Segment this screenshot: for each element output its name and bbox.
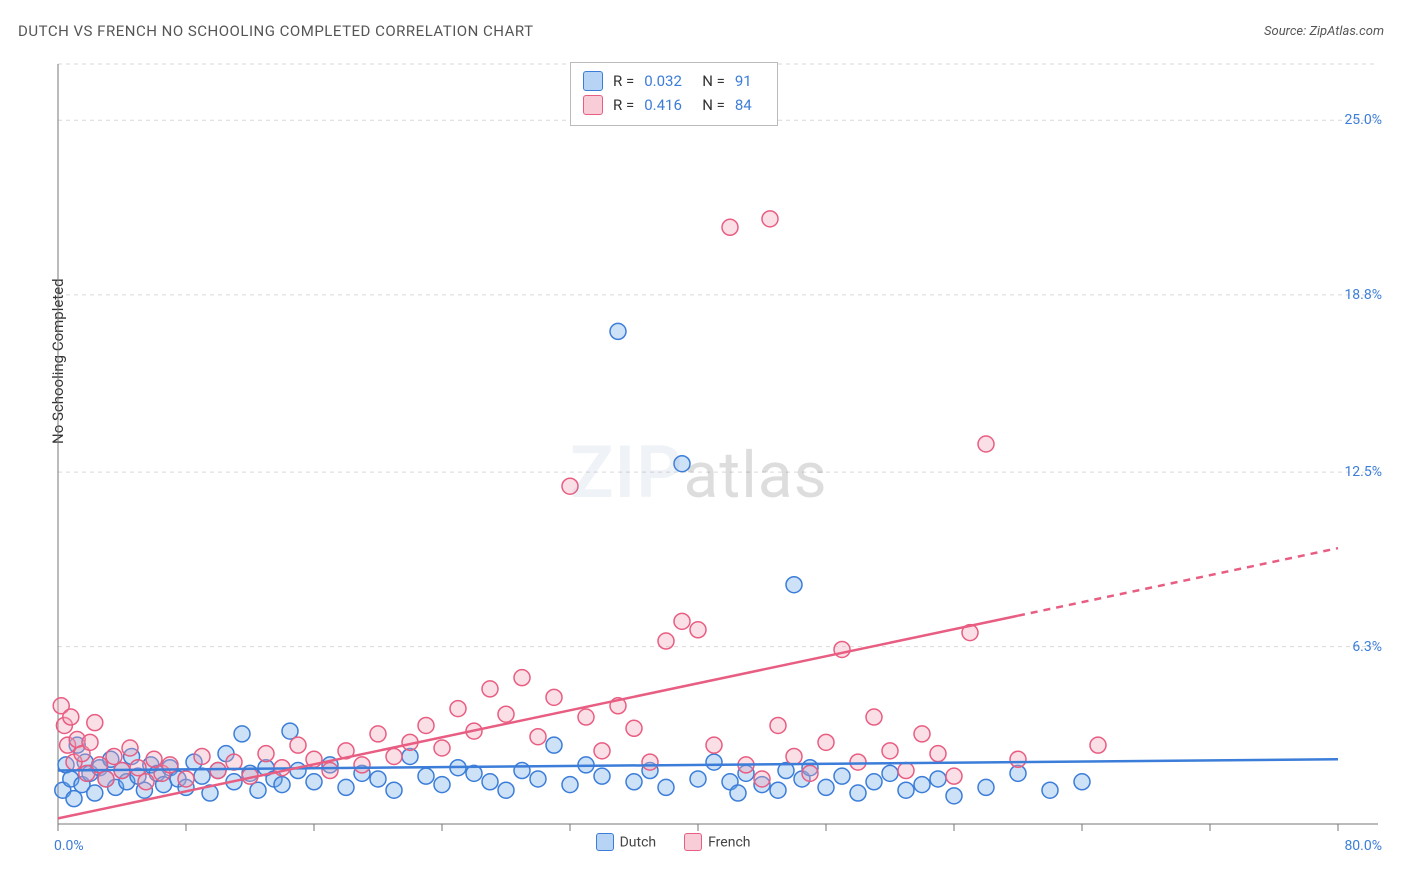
chart-title: DUTCH VS FRENCH NO SCHOOLING COMPLETED C… <box>18 22 534 40</box>
source-label: Source: <box>1264 24 1306 39</box>
y-axis-tick-label: 18.8% <box>1344 287 1382 303</box>
stats-row: R = 0.416 N = 84 <box>583 93 763 117</box>
r-label: R = <box>613 93 634 117</box>
source-attribution: Source: ZipAtlas.com <box>1264 24 1384 39</box>
y-axis-tick-label: 6.3% <box>1352 639 1382 655</box>
r-value: 0.032 <box>644 69 692 93</box>
x-axis-min-label: 0.0% <box>54 838 84 854</box>
legend-swatch <box>684 833 702 851</box>
correlation-stats-box: R = 0.032 N = 91 R = 0.416 N = 84 <box>570 62 778 126</box>
scatter-plot-svg <box>48 54 1388 834</box>
plot-area: No Schooling Completed 6.3%12.5%18.8%25.… <box>48 54 1388 834</box>
r-label: R = <box>613 69 634 93</box>
n-value: 84 <box>735 93 763 117</box>
n-label: N = <box>702 93 725 117</box>
y-axis-tick-label: 25.0% <box>1344 112 1382 128</box>
legend-label: French <box>708 835 750 851</box>
legend-item: French <box>684 834 750 852</box>
series-swatch <box>583 95 603 115</box>
n-label: N = <box>702 69 725 93</box>
series-swatch <box>583 71 603 91</box>
r-value: 0.416 <box>644 93 692 117</box>
legend-swatch <box>596 833 614 851</box>
legend-item: Dutch <box>596 834 657 852</box>
series-legend: Dutch French <box>596 834 751 852</box>
y-axis-tick-label: 12.5% <box>1344 464 1382 480</box>
legend-label: Dutch <box>620 835 657 851</box>
n-value: 91 <box>735 69 763 93</box>
source-value: ZipAtlas.com <box>1309 24 1384 39</box>
stats-row: R = 0.032 N = 91 <box>583 69 763 93</box>
x-axis-max-label: 80.0% <box>1344 838 1382 854</box>
